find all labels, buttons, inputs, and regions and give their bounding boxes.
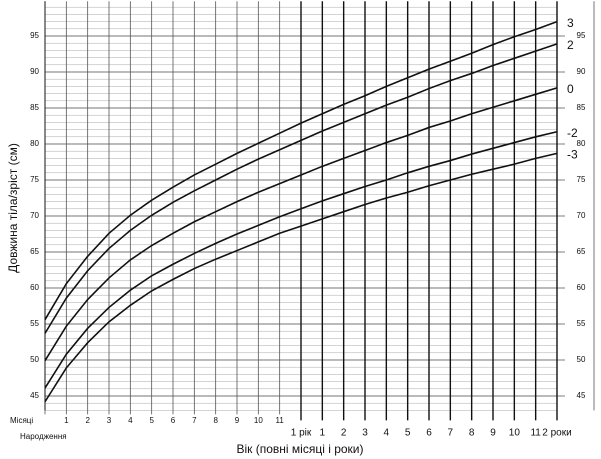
y-tick-label-right: 75 (577, 175, 586, 184)
y-tick-label-right: 70 (577, 211, 586, 220)
x-tick-label: 1 рік (291, 428, 312, 439)
y-tick-label-right: 95 (577, 31, 586, 40)
x-tick-label: Народження (20, 432, 67, 441)
x-tick-label: 1 (64, 416, 69, 425)
y-tick-label: 85 (30, 103, 39, 112)
y-tick-label-right: 85 (577, 103, 586, 112)
series-label: 3 (567, 16, 574, 30)
y-tick-label-right: 60 (577, 283, 586, 292)
x-tick-label: 4 (384, 428, 390, 439)
y-tick-label: 45 (30, 391, 39, 400)
x-tick-label: 10 (254, 416, 263, 425)
x-tick-label: 5 (149, 416, 154, 425)
y-tick-label-right: 90 (577, 67, 586, 76)
x-tick-label: 11 (276, 416, 285, 425)
y-tick-label-right: 55 (577, 319, 586, 328)
y-tick-label-right: 65 (577, 247, 586, 256)
series-line (44, 20, 558, 321)
x-tick-label: 2 (341, 428, 347, 439)
x-tick-label: 11 (530, 428, 541, 439)
y-tick-label: 50 (30, 355, 39, 364)
x-unit-label: Місяці (10, 416, 33, 425)
y-tick-label: 55 (30, 319, 39, 328)
series-label: 0 (567, 82, 574, 96)
series-line (44, 130, 558, 389)
y-axis-title: Довжина тіла/зріст (см) (6, 143, 20, 273)
series-label: -3 (567, 148, 578, 162)
x-tick-label: 5 (405, 428, 411, 439)
x-tick-label: 8 (213, 416, 218, 425)
y-tick-label-right: 45 (577, 391, 586, 400)
y-tick-label: 95 (30, 31, 39, 40)
x-tick-label: 2 (85, 416, 90, 425)
y-tick-label: 75 (30, 175, 39, 184)
series-line (44, 87, 558, 362)
x-tick-label: 7 (448, 428, 454, 439)
y-tick-label: 80 (30, 139, 39, 148)
y-tick-label: 65 (30, 247, 39, 256)
x-tick-label: 2 роки (542, 428, 571, 439)
y-tick-label-right: 50 (577, 355, 586, 364)
x-tick-label: 3 (107, 416, 112, 425)
x-tick-label: 6 (171, 416, 176, 425)
x-tick-label: 1 (320, 428, 326, 439)
x-tick-label: 8 (469, 428, 475, 439)
series-line (44, 152, 558, 403)
series-label: 2 (567, 38, 574, 52)
series-line (44, 43, 558, 334)
x-tick-label: 4 (128, 416, 133, 425)
x-tick-label: 9 (235, 416, 240, 425)
y-tick-label: 90 (30, 67, 39, 76)
x-tick-label: 3 (362, 428, 368, 439)
series-label: -2 (567, 126, 578, 140)
x-tick-label: 10 (509, 428, 521, 439)
x-tick-label: 7 (192, 416, 197, 425)
x-tick-label: 9 (490, 428, 496, 439)
x-axis-title: Вік (повні місяці і роки) (236, 442, 363, 456)
x-tick-label: 6 (426, 428, 432, 439)
y-tick-label: 60 (30, 283, 39, 292)
y-tick-label-right: 80 (577, 139, 586, 148)
y-tick-label: 70 (30, 211, 39, 220)
